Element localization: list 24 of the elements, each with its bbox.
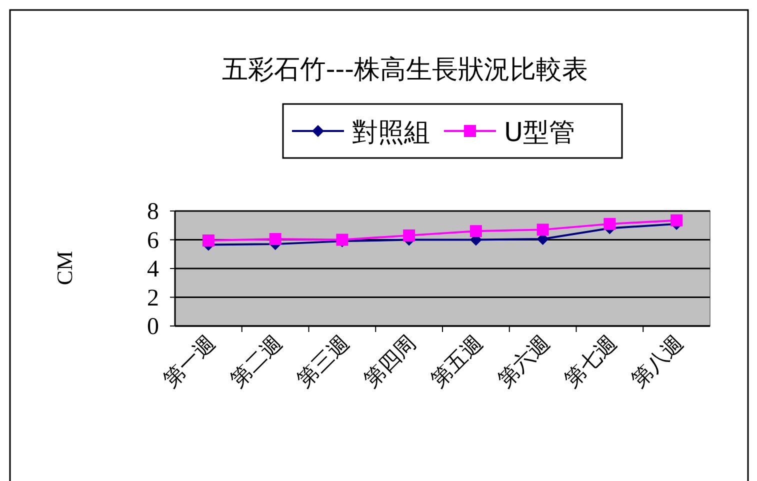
point [670, 214, 683, 226]
x-tick-label: 第一週 [158, 330, 220, 392]
x-tick-label: 第三週 [292, 330, 354, 392]
y-tick-label: 0 [147, 314, 159, 340]
y-tick-label: 2 [147, 285, 159, 312]
point [470, 225, 482, 238]
point [536, 224, 549, 236]
x-tick-label: 第八週 [626, 330, 688, 392]
point [403, 229, 416, 242]
legend-label: U型管 [504, 118, 576, 148]
legend-label: 對照組 [352, 118, 430, 148]
x-tick-label: 第七週 [560, 330, 622, 392]
y-tick-label: 4 [147, 256, 159, 282]
y-tick-label: 6 [147, 228, 159, 254]
y-axis-title: CM [52, 250, 77, 286]
point [604, 218, 616, 230]
x-tick-label: 第六週 [492, 330, 554, 392]
point [202, 234, 214, 246]
chart-title: 五彩石竹---株高生長狀況比較表 [222, 55, 588, 85]
x-tick-label: 第二週 [225, 330, 287, 392]
y-tick-label: 8 [147, 199, 159, 225]
x-tick-label: 第四周 [359, 330, 421, 392]
point [269, 233, 282, 246]
x-tick-label: 第五週 [426, 330, 488, 392]
